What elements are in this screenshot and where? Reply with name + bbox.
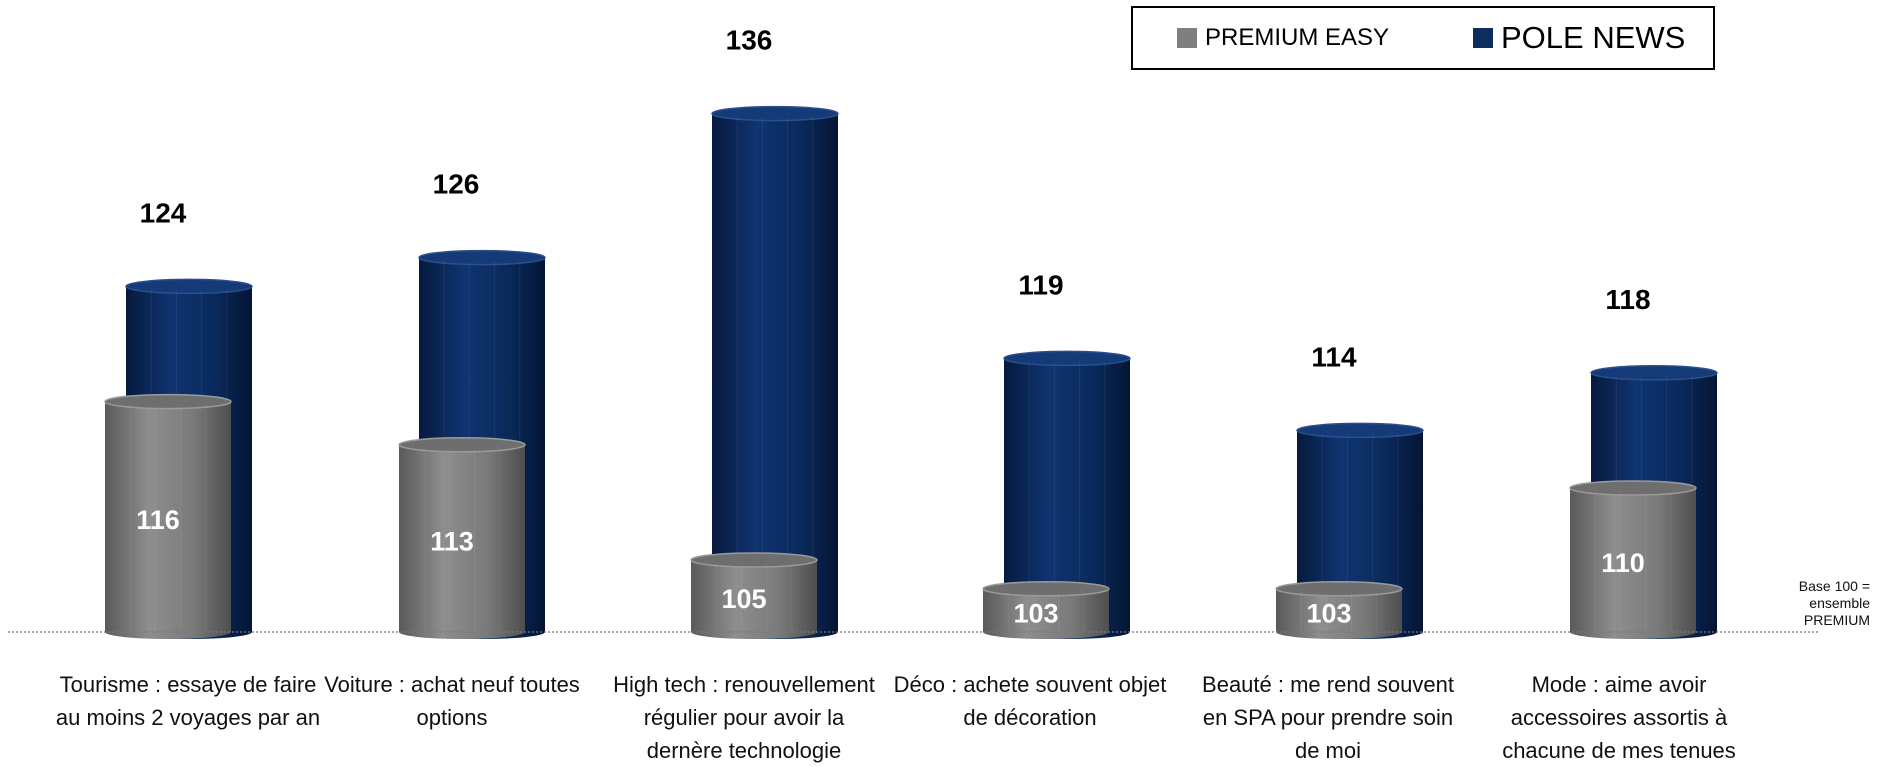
bar-body [983,588,1109,639]
bar-premium-easy [1275,581,1403,639]
bar-pole-news [711,105,839,640]
bar-top [398,437,526,453]
category-label: Beauté : me rend souvent en SPA pour pre… [1202,672,1454,763]
legend-label-premium-easy: PREMIUM EASY [1205,24,1390,51]
bar-body [399,444,525,639]
value-label-premium-easy: 110 [1601,548,1645,578]
bar-premium-easy [1569,480,1697,639]
legend-item-pole-news: POLE NEWS [1473,8,1685,68]
value-label-pole-news: 136 [726,25,773,56]
bar-body [1570,488,1696,639]
bar-premium-easy [398,437,526,639]
baseline-note-line: ensemble [1809,595,1870,611]
bar-premium-easy [104,393,232,639]
bar-body [1276,588,1402,639]
bar-top [125,278,253,295]
legend-label-pole-news: POLE NEWS [1501,20,1686,55]
bar-top [1275,581,1403,597]
bar-body [712,113,838,640]
legend: PREMIUM EASY POLE NEWS [1131,6,1715,70]
category-label: Tourisme : essaye de faire au moins 2 vo… [55,672,321,730]
category-label: High tech : renouvellement régulier pour… [613,672,875,763]
bar-top [690,552,818,568]
bar-premium-easy [690,552,818,639]
value-label-pole-news: 118 [1605,284,1650,315]
bar-top [1590,365,1718,381]
bar-top [418,249,546,266]
bar-pole-news [1003,350,1131,639]
value-label-premium-easy: 103 [1013,598,1058,628]
baseline-note: Base 100 = ensemble PREMIUM [1770,578,1870,629]
category-label: Déco : achete souvent objet de décoratio… [893,672,1167,730]
bar-top [1003,350,1131,367]
value-label-premium-easy: 116 [136,505,180,535]
value-label-pole-news: 119 [1018,269,1063,300]
baseline-note-line: PREMIUM [1803,612,1870,628]
category-label: Mode : aime avoir accessoires assortis à… [1502,672,1736,763]
bar-top [982,581,1110,597]
bars-group: 124 126 136 119 114 118 116 113 105 103 103 110 [104,25,1718,640]
legend-swatch-premium-easy [1177,28,1197,48]
bar-body [105,401,231,639]
bar-body [1004,358,1130,639]
bar-body [691,560,817,639]
value-label-pole-news: 114 [1311,341,1357,372]
bar-top [1296,422,1424,439]
legend-item-premium-easy: PREMIUM EASY [1177,8,1389,68]
category-label: Voiture : achat neuf toutes options [324,672,580,730]
bar-top [711,105,839,122]
bar-top [104,393,232,410]
value-label-pole-news: 124 [140,197,187,228]
bar-premium-easy [982,581,1110,639]
value-label-premium-easy: 105 [721,584,766,614]
value-label-pole-news: 126 [433,169,480,200]
bar-top [1569,480,1697,496]
value-label-premium-easy: 103 [1306,598,1351,628]
value-label-premium-easy: 113 [430,526,474,556]
baseline-note-line: Base 100 = [1798,578,1870,594]
legend-swatch-pole-news [1473,28,1493,48]
